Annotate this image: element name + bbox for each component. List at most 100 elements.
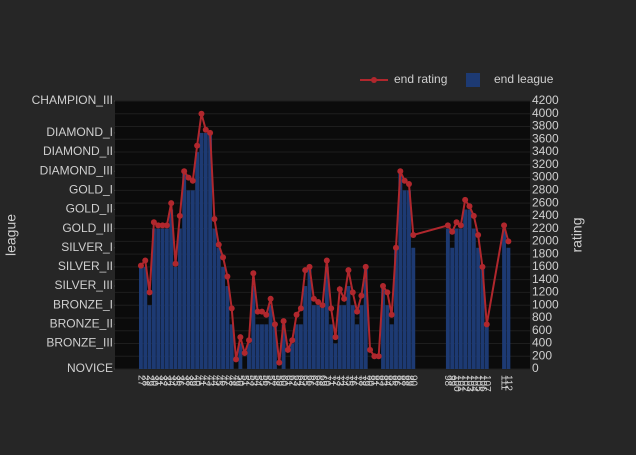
y2-tick-label: 200 xyxy=(532,348,552,362)
y-axis-title: league xyxy=(3,214,19,256)
bar xyxy=(195,152,200,369)
line-marker xyxy=(237,334,244,341)
bar xyxy=(251,286,256,369)
bar xyxy=(389,324,394,369)
x-tick-label: 59 xyxy=(274,375,285,387)
line-marker xyxy=(276,359,283,366)
x-tick-label: 98 xyxy=(442,375,453,387)
bar xyxy=(164,228,169,369)
line-marker xyxy=(475,232,482,238)
bar xyxy=(203,132,208,369)
line-marker xyxy=(354,308,361,315)
y2-tick-label: 3200 xyxy=(532,157,559,171)
legend-swatch xyxy=(466,73,480,87)
y2-tick-label: 4000 xyxy=(532,106,559,120)
y-tick-label: GOLD_I xyxy=(69,183,113,197)
line-marker xyxy=(371,353,378,360)
line-marker xyxy=(297,305,304,312)
bar xyxy=(363,266,368,369)
x-tick-label: 88 xyxy=(399,375,410,387)
bar xyxy=(337,305,342,369)
y-tick-label: DIAMOND_II xyxy=(43,144,113,158)
y-tick-label: GOLD_III xyxy=(62,221,113,235)
bar xyxy=(221,266,226,369)
line-marker xyxy=(466,203,473,210)
x-tick-label: 63 xyxy=(291,375,302,387)
line-marker xyxy=(194,142,201,149)
line-marker xyxy=(505,238,512,245)
x-tick-label: 76 xyxy=(347,375,358,387)
bar xyxy=(467,209,472,369)
x-tick-label: 27 xyxy=(135,375,146,387)
x-tick-label: 53 xyxy=(248,375,259,387)
x-tick-label: 105 xyxy=(472,375,483,392)
bar xyxy=(463,209,468,369)
y2-tick-label: 3600 xyxy=(532,131,559,145)
line-marker xyxy=(176,212,183,219)
line-marker xyxy=(202,126,209,133)
x-tick-label: 50 xyxy=(235,375,246,387)
x-tick-label: 46 xyxy=(217,375,228,387)
line-marker xyxy=(220,254,227,261)
line-marker xyxy=(302,267,309,274)
x-tick-label: 48 xyxy=(226,375,237,387)
bar xyxy=(182,171,187,369)
y-tick-label: GOLD_II xyxy=(66,202,113,216)
bar xyxy=(311,305,316,369)
x-tick-label: 67 xyxy=(308,375,319,387)
x-tick-label: 83 xyxy=(377,375,388,387)
y-tick-label: BRONZE_I xyxy=(53,297,113,311)
x-tick-label: 38 xyxy=(183,375,194,387)
legend-label: end rating xyxy=(394,72,447,86)
line-marker xyxy=(345,267,352,274)
bar xyxy=(316,305,321,369)
line-marker xyxy=(367,346,374,353)
bar xyxy=(208,132,213,369)
bar xyxy=(320,305,325,369)
line-marker xyxy=(453,219,460,226)
bar xyxy=(342,305,347,369)
bar xyxy=(298,324,303,369)
x-tick-label: 56 xyxy=(261,375,272,387)
bar xyxy=(476,247,481,369)
bar xyxy=(450,247,455,369)
bar xyxy=(156,228,161,369)
line-marker xyxy=(483,321,490,328)
bar xyxy=(238,343,243,369)
line-marker xyxy=(380,283,387,290)
bar xyxy=(445,228,450,369)
y2-axis-title: rating xyxy=(569,217,585,252)
legend-marker xyxy=(371,77,377,83)
y2-tick-label: 2800 xyxy=(532,183,559,197)
line-marker xyxy=(181,168,188,175)
line-marker xyxy=(449,228,456,235)
bar xyxy=(225,286,230,369)
x-tick-label: 43 xyxy=(204,375,215,387)
x-tick-label: 70 xyxy=(321,375,332,387)
line-marker xyxy=(405,180,412,187)
line-marker xyxy=(397,168,404,175)
x-tick-label: 36 xyxy=(174,375,185,387)
line-marker xyxy=(457,222,464,229)
x-tick-label: 30 xyxy=(148,375,159,387)
x-tick-label: 99 xyxy=(447,375,458,387)
x-tick-label: 51 xyxy=(239,375,250,387)
bar xyxy=(147,305,152,369)
x-tick-label: 85 xyxy=(386,375,397,387)
bar xyxy=(212,228,217,369)
y-tick-label: DIAMOND_I xyxy=(46,125,113,139)
y2-tick-label: 3000 xyxy=(532,170,559,184)
line-marker xyxy=(410,232,417,238)
line-marker xyxy=(198,110,205,117)
line-marker xyxy=(267,295,274,302)
line-marker xyxy=(254,308,261,315)
y2-tick-label: 2200 xyxy=(532,221,559,235)
x-tick-label: 65 xyxy=(300,375,311,387)
x-tick-label: 82 xyxy=(373,375,384,387)
line-marker xyxy=(172,260,179,267)
bar xyxy=(264,324,269,369)
line-marker xyxy=(444,222,451,229)
line-marker xyxy=(336,286,343,293)
x-tick-label: 49 xyxy=(230,375,241,387)
bar xyxy=(398,171,403,369)
